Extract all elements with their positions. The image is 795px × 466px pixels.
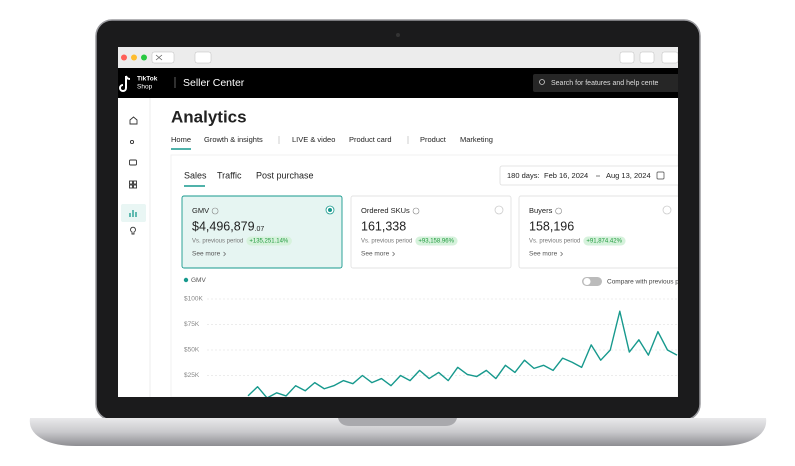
analytics-panel (170, 154, 678, 397)
metric-value-suffix: .07 (255, 226, 265, 233)
compare-toggle-label: Compare with previous p (607, 279, 679, 286)
users-icon[interactable] (129, 139, 135, 145)
date-picker[interactable] (499, 165, 680, 186)
sub-tabs: Sales Traffic Post purchase (184, 170, 314, 180)
metric-name: GMV (192, 206, 209, 215)
home-icon[interactable] (129, 116, 138, 125)
nav-tab[interactable]: Product card (349, 135, 392, 144)
browser-bar (118, 47, 678, 68)
info-icon (412, 207, 420, 215)
change-value: +135,251.14% (249, 239, 289, 245)
sidebar (118, 98, 150, 397)
nav-tab[interactable]: Home (171, 135, 191, 144)
y-tick-label: $100K (184, 296, 203, 303)
nav-tab[interactable]: LIVE & video (292, 135, 335, 144)
change-badge (583, 236, 626, 246)
date-start: Feb 16, 2024 (544, 171, 588, 180)
share-button[interactable] (619, 51, 635, 64)
minimize-button[interactable] (131, 54, 137, 61)
video-icon[interactable] (129, 159, 137, 166)
sub-tab[interactable]: Sales (184, 170, 207, 180)
grid-icon-4 (133, 184, 137, 189)
metric-value: 158,196 (529, 219, 574, 233)
metric-value: $4,496,879 (192, 219, 255, 233)
gmv-chart: GMV $100K $75K $50K $25K (183, 277, 678, 397)
grid-icon-3 (129, 184, 133, 189)
screen: TikTok Shop Seller Center Search for fea… (118, 47, 683, 397)
info-icon (211, 207, 219, 215)
metric-cards: GMV $4,496,879.07 Vs. previous period +135,… (181, 195, 678, 269)
idea-icon[interactable] (130, 226, 136, 235)
camera (396, 33, 400, 37)
see-more-link[interactable]: See more (361, 251, 390, 258)
see-more-link[interactable]: See more (529, 251, 558, 258)
change-badge (246, 236, 292, 246)
nav-tabs: Home Growth & insights LIVE & video Product… (171, 135, 493, 144)
nav-tab[interactable]: Marketing (460, 135, 493, 144)
header-title: Seller Center (183, 77, 245, 89)
metric-name: Buyers (529, 206, 553, 215)
nav-tab[interactable]: Product (420, 135, 447, 144)
y-tick-label: $75K (184, 321, 200, 328)
y-tick-label: $50K (184, 347, 200, 354)
laptop-base (29, 418, 767, 446)
metric-value: 161,338 (361, 219, 406, 233)
date-label: 180 days: (507, 171, 540, 180)
compare-label: Vs. previous period (529, 239, 580, 245)
page-title: Analytics (171, 107, 247, 126)
see-more-link[interactable]: See more (192, 251, 221, 258)
logo-top: TikTok (137, 76, 158, 83)
sub-tab[interactable]: Post purchase (256, 170, 314, 180)
gmv-line (247, 310, 678, 397)
search-placeholder: Search for features and help cente (551, 80, 659, 87)
new-tab-button[interactable] (661, 51, 678, 64)
change-value: +93,158.96% (418, 239, 454, 245)
chevron (223, 251, 226, 257)
search-icon (539, 79, 545, 85)
nav-arrows (155, 54, 163, 61)
logo-bottom: Shop (137, 84, 153, 91)
grid-icon[interactable] (129, 180, 133, 185)
compare-label: Vs. previous period (192, 239, 243, 245)
tiktok-logo (119, 75, 131, 92)
sidebar-icons (129, 116, 138, 235)
compare-label: Vs. previous period (361, 239, 412, 245)
radio[interactable] (662, 205, 672, 215)
y-tick-label: $25K (184, 372, 200, 379)
legend-label: GMV (191, 277, 206, 284)
calendar-icon (656, 171, 665, 180)
analytics-icon[interactable] (129, 210, 137, 217)
change-badge (415, 236, 458, 246)
search-box[interactable] (533, 74, 683, 92)
chevron (392, 251, 395, 257)
metric-name: Ordered SKUs (361, 206, 410, 215)
change-value: +91,874.42% (586, 239, 622, 245)
toggle-knob (583, 278, 591, 285)
nav-tab[interactable]: Growth & insights (204, 135, 263, 144)
maximize-button[interactable] (141, 54, 147, 61)
metric-card[interactable] (350, 195, 512, 269)
close-button[interactable] (121, 54, 127, 61)
info-icon (555, 207, 562, 215)
nav-buttons[interactable] (151, 51, 175, 64)
legend-marker (183, 277, 189, 283)
chevron (560, 251, 563, 257)
radio[interactable] (494, 205, 504, 215)
sidebar-button[interactable] (194, 51, 212, 64)
metric-card[interactable] (181, 195, 343, 269)
tabs-button[interactable] (639, 51, 655, 64)
laptop-notch (338, 418, 457, 426)
sub-tab[interactable]: Traffic (217, 170, 242, 180)
radio-dot (328, 208, 332, 212)
date-end: Aug 13, 2024 (606, 171, 651, 180)
grid-icon-2 (133, 180, 137, 185)
